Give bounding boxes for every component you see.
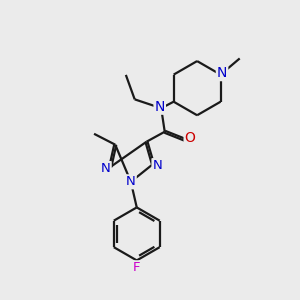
Text: N: N xyxy=(126,175,136,188)
Text: O: O xyxy=(184,131,196,145)
Text: N: N xyxy=(217,66,227,80)
Text: N: N xyxy=(154,100,165,114)
Text: N: N xyxy=(152,159,162,172)
Text: F: F xyxy=(133,261,140,274)
Text: N: N xyxy=(101,162,111,175)
